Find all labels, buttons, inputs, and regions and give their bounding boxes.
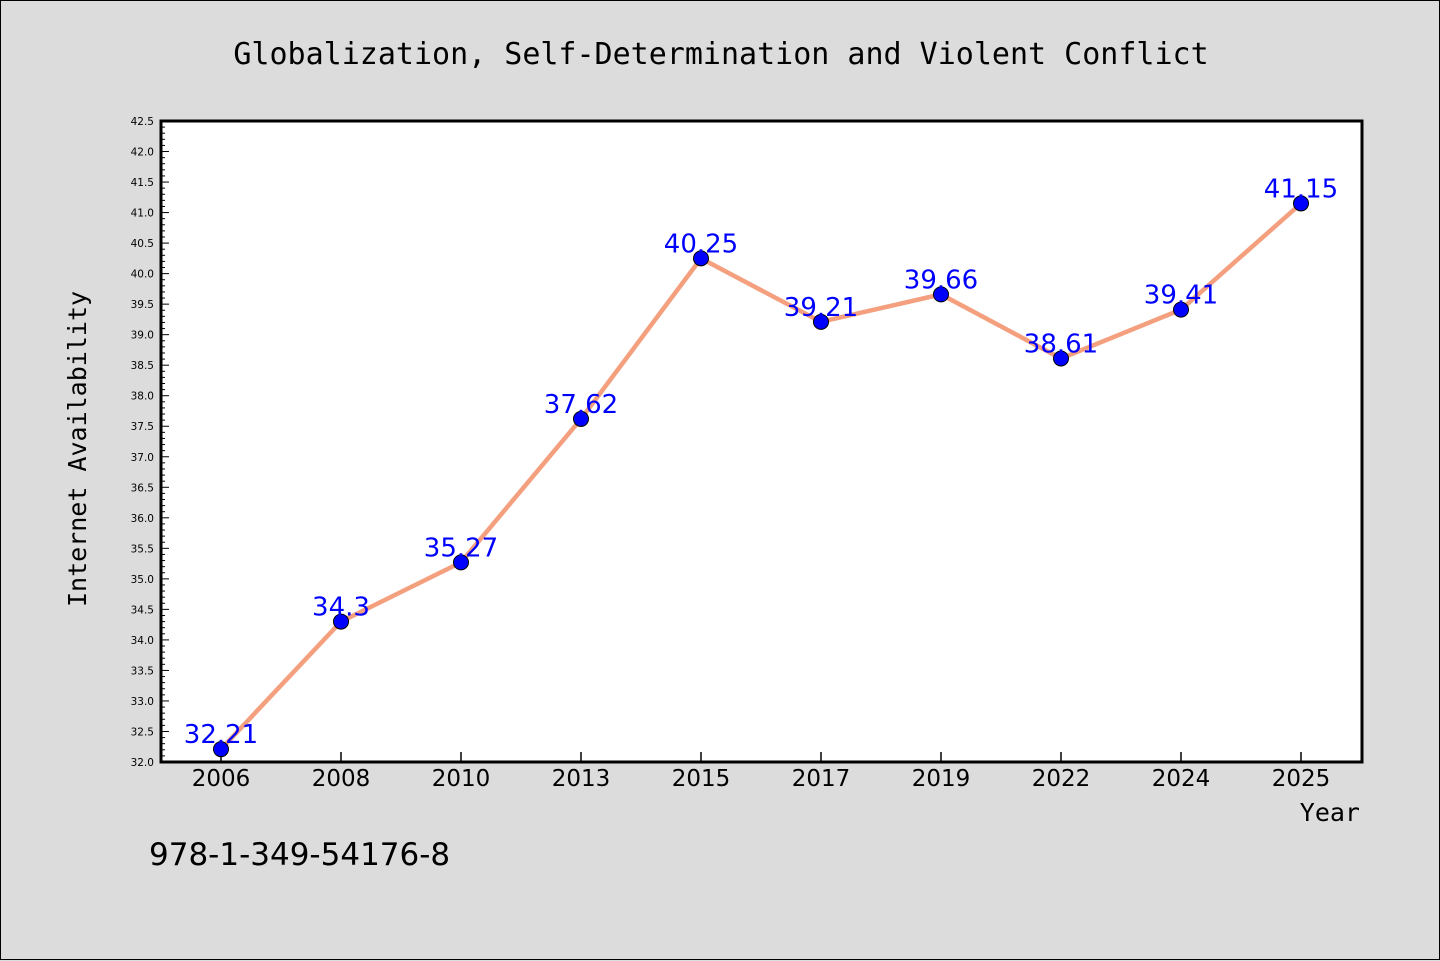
y-tick-label: 40.0 xyxy=(131,269,154,281)
y-tick-label: 37.0 xyxy=(131,452,154,464)
data-label: 32.21 xyxy=(184,720,258,750)
data-point xyxy=(1173,301,1189,318)
series-line xyxy=(219,201,1303,751)
y-tick-label: 33.0 xyxy=(131,696,154,708)
x-tick-label: 2019 xyxy=(912,766,971,792)
y-tick-label: 37.5 xyxy=(131,421,154,433)
y-tick-label: 34.5 xyxy=(131,604,154,616)
y-tick-label: 33.5 xyxy=(131,665,154,677)
data-point xyxy=(333,613,349,630)
data-point xyxy=(693,250,709,267)
x-tick-label: 2015 xyxy=(672,766,731,792)
y-axis-label: Internet Availability xyxy=(63,291,92,607)
x-tick-label: 2013 xyxy=(552,766,611,792)
y-tick-label: 32.0 xyxy=(131,757,154,769)
series-layer: 32.21 34.3 35.27 37.62 40.25 39.21 39.66 38.61 3… xyxy=(184,174,1338,758)
data-label: 37.62 xyxy=(544,390,618,420)
y-tick-label: 42.0 xyxy=(131,147,154,159)
y-tick-label: 32.5 xyxy=(131,726,154,738)
data-label: 41.15 xyxy=(1264,174,1338,204)
x-tick-label: 2006 xyxy=(192,766,251,792)
x-tick-label: 2008 xyxy=(312,766,371,792)
data-label: 35.27 xyxy=(424,533,498,563)
y-tick-label: 42.5 xyxy=(131,116,154,128)
x-tick-label: 2010 xyxy=(432,766,491,792)
y-tick-label: 39.0 xyxy=(131,330,154,342)
y-tick-label: 38.5 xyxy=(131,360,154,372)
y-tick-label: 39.5 xyxy=(131,299,154,311)
x-tick-label: 2022 xyxy=(1032,766,1091,792)
data-label: 38.61 xyxy=(1024,329,1098,359)
y-tick-label: 36.0 xyxy=(131,513,154,525)
data-point xyxy=(1293,195,1309,212)
data-point xyxy=(213,741,229,758)
y-tick-label: 35.5 xyxy=(131,543,154,555)
data-point xyxy=(1053,350,1069,367)
data-point xyxy=(573,410,589,427)
data-label: 34.3 xyxy=(312,593,370,623)
y-tick-label: 40.5 xyxy=(131,238,154,250)
chart-title: Globalization, Self-Determination and Vi… xyxy=(233,37,1208,72)
data-label: 39.21 xyxy=(784,293,858,323)
x-tick-label: 2025 xyxy=(1272,766,1331,792)
y-tick-label: 38.0 xyxy=(131,391,154,403)
data-point xyxy=(813,313,829,330)
data-point xyxy=(453,554,469,571)
x-axis: 2006 2008 2010 2013 2015 2017 2019 2022 2024 2025 xyxy=(192,752,1331,792)
y-tick-label: 41.5 xyxy=(131,177,154,189)
x-tick-label: 2024 xyxy=(1152,766,1211,792)
y-tick-label: 35.0 xyxy=(131,574,154,586)
plot-area xyxy=(159,119,1364,764)
y-tick-label: 34.0 xyxy=(131,635,154,647)
y-tick-label: 36.5 xyxy=(131,482,154,494)
y-axis: 32.0 32.5 33.0 33.5 34.0 34.5 35.0 35.5 36.0 36.5… xyxy=(131,116,169,769)
data-label: 39.66 xyxy=(904,265,978,295)
data-label: 39.41 xyxy=(1144,281,1218,311)
data-label: 40.25 xyxy=(664,229,738,259)
x-axis-label: Year xyxy=(1300,798,1360,827)
y-tick-label: 41.0 xyxy=(131,208,154,220)
data-point xyxy=(933,286,949,303)
x-tick-label: 2017 xyxy=(792,766,851,792)
isbn-text: 978-1-349-54176-8 xyxy=(149,837,450,873)
